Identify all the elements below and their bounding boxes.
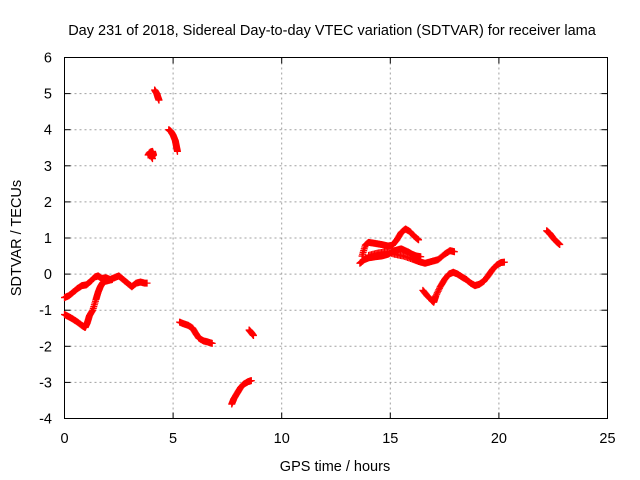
y-tick-label: -4 <box>39 412 52 428</box>
y-tick-label: 3 <box>44 159 52 175</box>
x-tick-label: 20 <box>491 431 507 447</box>
plot-frame <box>64 57 608 419</box>
y-tick-label: -2 <box>39 339 52 355</box>
x-axis-label: GPS time / hours <box>280 459 390 475</box>
y-axis-label: SDTVAR / TECUs <box>9 180 25 296</box>
data-point-track <box>144 147 158 163</box>
data-point-track <box>151 86 163 104</box>
x-tick-label: 10 <box>274 431 290 447</box>
chart-title: Day 231 of 2018, Sidereal Day-to-day VTE… <box>68 23 597 39</box>
y-tick-label: -3 <box>39 375 52 391</box>
grid-lines <box>64 57 608 419</box>
x-tick-label: 15 <box>382 431 398 447</box>
data-point-track <box>365 247 458 267</box>
data-point-track <box>176 318 216 347</box>
y-tick-label: 5 <box>44 87 52 103</box>
x-tick-label: 25 <box>599 431 615 447</box>
y-tick-labels: -4 -3 -2 -1 0 1 2 3 4 5 6 <box>39 51 52 428</box>
y-tick-label: -1 <box>39 303 52 319</box>
data-points <box>61 86 564 408</box>
data-point-track <box>61 276 116 332</box>
x-tick-labels: 0 5 10 15 20 25 <box>60 431 615 447</box>
data-point-track <box>419 258 508 306</box>
y-tick-label: 0 <box>44 267 52 283</box>
data-point-track <box>228 377 255 408</box>
data-point-track <box>165 126 181 155</box>
data-point-track <box>245 326 257 339</box>
data-point-track <box>358 225 423 260</box>
y-tick-label: 1 <box>44 231 52 247</box>
x-tick-label: 0 <box>60 431 68 447</box>
data-point-track <box>543 227 564 248</box>
y-tick-label: 6 <box>44 51 52 67</box>
y-tick-label: 4 <box>44 123 52 139</box>
y-tick-label: 2 <box>44 195 52 211</box>
x-tick-label: 5 <box>169 431 177 447</box>
